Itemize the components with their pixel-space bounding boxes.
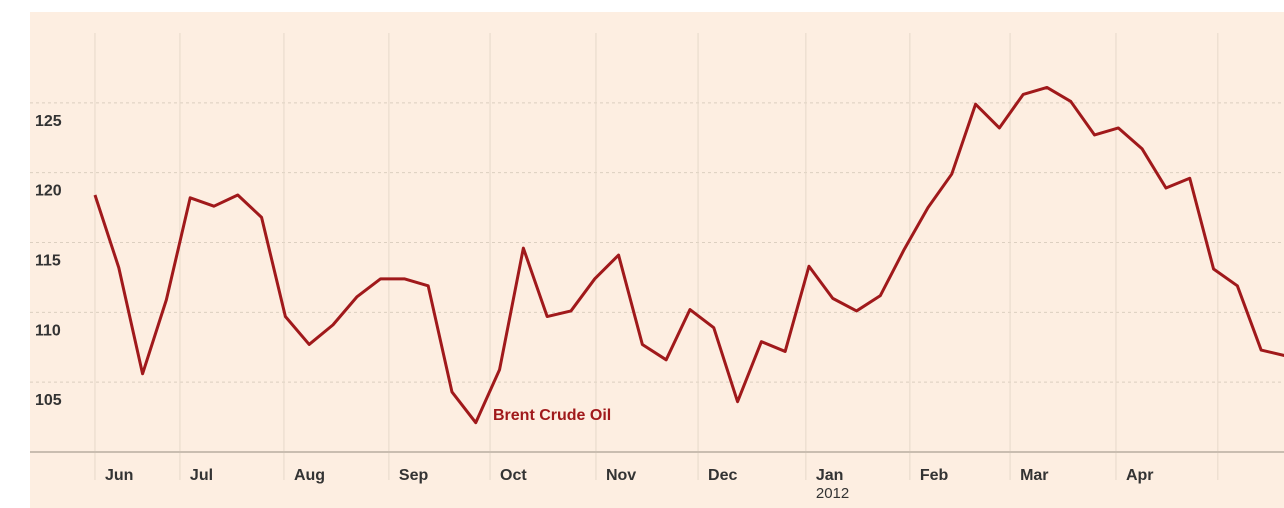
x-tick-label: Jun (105, 467, 133, 484)
y-tick-label: 110 (35, 322, 61, 339)
plot-background (30, 12, 1284, 508)
x-tick-label: Apr (1126, 467, 1154, 484)
x-tick-label: Jul (190, 467, 213, 484)
data-line (93, 85, 1284, 425)
x-tick-label: Oct (500, 467, 527, 484)
x-tick-label: Jan (816, 467, 844, 484)
y-tick-label: 105 (35, 392, 62, 409)
x-tick-label: Mar (1020, 467, 1048, 484)
x-tick-label: Aug (294, 467, 325, 484)
y-tick-label: 125 (35, 113, 62, 130)
y-tick-label: 115 (35, 253, 61, 270)
x-tick-label: Feb (920, 467, 949, 484)
x-tick-label: Sep (399, 467, 429, 484)
x-year-label: 2012 (816, 485, 849, 502)
series-label: Brent Crude Oil (493, 407, 611, 424)
x-tick-label: Nov (606, 467, 636, 484)
x-tick-label: Dec (708, 467, 737, 484)
y-tick-label: 120 (35, 183, 62, 200)
